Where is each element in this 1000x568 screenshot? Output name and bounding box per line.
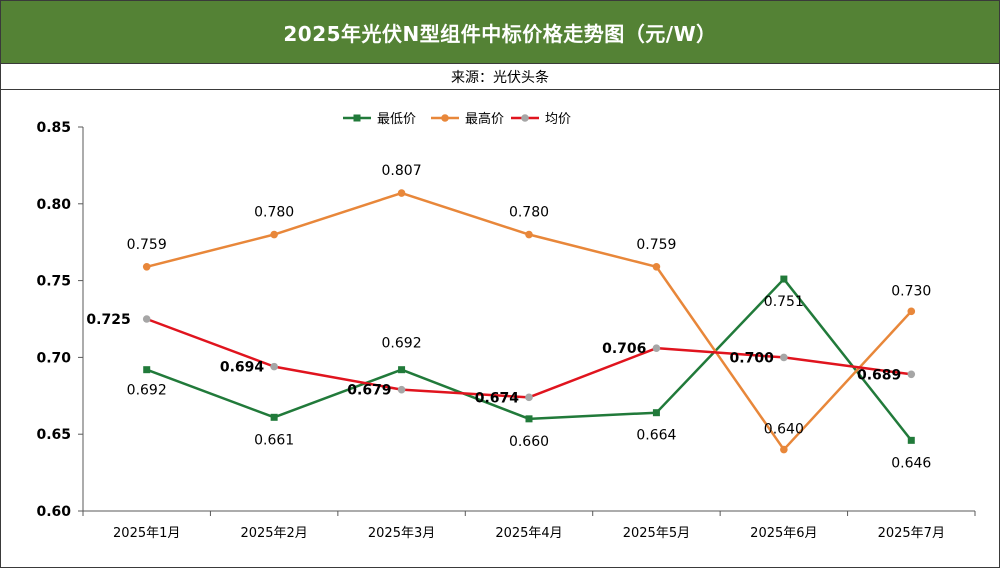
data-label-avg: 0.725 <box>86 312 130 328</box>
marker-max <box>780 445 788 454</box>
chart-title: 2025年光伏N型组件中标价格走势图（元/W） <box>1 1 999 63</box>
marker-max <box>270 230 278 239</box>
x-tick-label: 2025年2月 <box>240 526 307 541</box>
data-label-max: 0.640 <box>764 422 804 438</box>
legend-swatch-marker-min <box>353 114 361 122</box>
data-label-min: 0.692 <box>127 383 167 399</box>
marker-avg <box>525 393 533 402</box>
marker-min <box>907 436 915 444</box>
data-label-max: 0.759 <box>127 237 167 253</box>
marker-avg <box>142 315 151 323</box>
marker-avg <box>270 362 278 371</box>
y-tick-label: 0.60 <box>36 504 71 520</box>
data-label-min: 0.660 <box>509 434 549 450</box>
x-tick-label: 2025年3月 <box>368 526 435 541</box>
marker-avg <box>652 344 661 352</box>
x-tick-label: 2025年4月 <box>495 526 562 541</box>
data-label-max: 0.759 <box>636 237 676 253</box>
marker-min <box>398 366 406 374</box>
source-note: 来源：光伏头条 <box>1 63 999 90</box>
data-label-avg: 0.689 <box>857 367 901 383</box>
x-tick-label: 2025年7月 <box>878 526 945 541</box>
data-label-avg: 0.694 <box>220 360 265 376</box>
data-label-min: 0.661 <box>254 432 294 448</box>
marker-avg <box>397 385 406 394</box>
marker-min <box>270 413 278 421</box>
y-tick-label: 0.65 <box>36 427 71 443</box>
data-label-avg: 0.679 <box>347 383 391 399</box>
marker-max <box>907 307 916 316</box>
data-label-avg: 0.706 <box>602 341 646 357</box>
legend-swatch-marker-max <box>441 114 449 122</box>
marker-min <box>652 409 660 417</box>
marker-max <box>142 262 151 271</box>
y-tick-label: 0.85 <box>36 120 71 136</box>
marker-min <box>780 275 788 283</box>
marker-avg <box>907 370 916 379</box>
marker-min <box>525 415 533 423</box>
marker-max <box>652 262 661 271</box>
y-tick-label: 0.80 <box>36 197 71 213</box>
data-label-min: 0.664 <box>636 428 676 444</box>
x-tick-label: 2025年6月 <box>750 526 817 541</box>
data-label-min: 0.751 <box>764 294 804 310</box>
x-tick-label: 2025年1月 <box>113 526 180 541</box>
x-tick-label: 2025年5月 <box>623 526 690 541</box>
legend-label-min: 最低价 <box>377 112 416 127</box>
legend-swatch-marker-avg <box>521 114 529 122</box>
data-label-max: 0.807 <box>382 163 422 179</box>
marker-max <box>397 189 406 197</box>
data-label-avg: 0.700 <box>730 350 775 366</box>
data-label-max: 0.780 <box>254 205 294 221</box>
data-label-min: 0.646 <box>891 455 931 471</box>
marker-avg <box>780 353 788 362</box>
marker-max <box>525 230 533 239</box>
data-label-max: 0.730 <box>891 283 931 299</box>
legend-label-avg: 均价 <box>545 112 571 127</box>
series-line-avg <box>146 317 912 399</box>
marker-min <box>143 366 151 374</box>
y-tick-label: 0.70 <box>36 350 71 366</box>
data-label-avg: 0.674 <box>475 390 520 406</box>
data-label-max: 0.780 <box>509 205 549 221</box>
legend-label-max: 最高价 <box>465 111 504 127</box>
data-label-min: 0.692 <box>382 336 422 352</box>
y-tick-label: 0.75 <box>36 274 71 290</box>
